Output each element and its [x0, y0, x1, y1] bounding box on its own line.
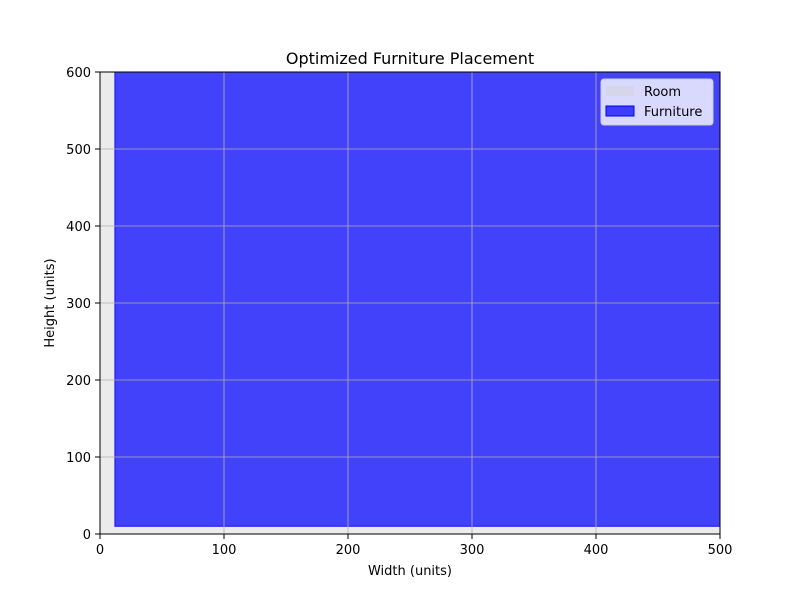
legend-label-room: Room — [644, 85, 681, 100]
legend-swatch-furniture — [605, 105, 635, 117]
y-tick-label: 500 — [66, 143, 91, 158]
y-tick-label: 600 — [66, 66, 91, 81]
x-axis-label: Width (units) — [368, 564, 452, 579]
x-tick-label: 200 — [336, 543, 361, 558]
x-tick-label: 0 — [96, 543, 104, 558]
legend-swatch-room — [606, 86, 634, 96]
y-tick-label: 400 — [66, 220, 91, 235]
x-tick-label: 300 — [460, 543, 485, 558]
x-tick-label: 400 — [584, 543, 609, 558]
x-tick-label: 500 — [708, 543, 733, 558]
legend-label-furniture: Furniture — [644, 105, 702, 120]
y-tick-label: 100 — [66, 451, 91, 466]
x-tick-label: 100 — [212, 543, 237, 558]
series-furniture-rect — [114, 71, 721, 527]
y-axis-label: Height (units) — [43, 258, 58, 347]
y-tick-label: 200 — [66, 374, 91, 389]
chart-title: Optimized Furniture Placement — [286, 49, 534, 68]
legend: Room Furniture — [600, 78, 714, 126]
y-tick-label: 0 — [83, 528, 91, 543]
y-tick-label: 300 — [66, 297, 91, 312]
